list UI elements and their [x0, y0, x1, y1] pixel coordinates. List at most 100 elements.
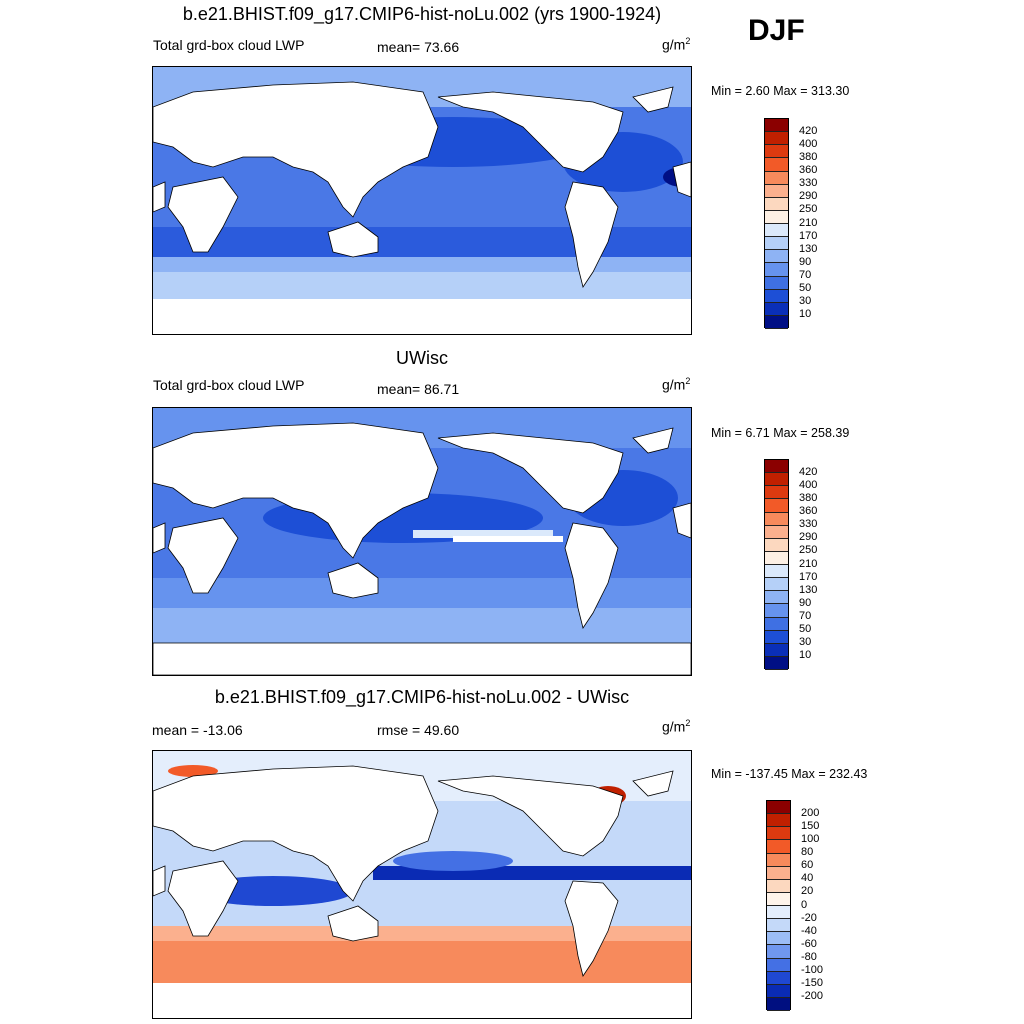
colorbar-swatch	[767, 906, 790, 920]
colorbar-swatch	[765, 591, 788, 605]
colorbar-swatch	[765, 119, 788, 133]
colorbar-swatch	[765, 578, 788, 592]
colorbar-swatch	[765, 525, 788, 539]
colorbar-swatch	[765, 617, 788, 631]
colorbar-tick-label: -20	[801, 911, 817, 924]
colorbar-swatch	[765, 197, 788, 211]
colorbar-swatch	[767, 840, 790, 854]
panel1-map	[152, 66, 692, 335]
colorbar-swatch	[765, 551, 788, 565]
colorbar-tick-label: -60	[801, 937, 817, 950]
colorbar-swatch	[765, 499, 788, 513]
panel2-colorbar: 420 400 380 360 330 290 250 210 170 130 90 70 50 30 10	[764, 459, 854, 670]
colorbar-swatch	[765, 302, 788, 316]
colorbar-tick-label: 130	[799, 242, 818, 255]
colorbar-tick-label: 0	[801, 898, 808, 911]
panel2-colorbar-swatches	[764, 459, 789, 670]
colorbar-tick-label: 80	[801, 846, 814, 858]
colorbar-tick-label: 60	[801, 859, 814, 872]
panel2-variable-label: Total grd-box cloud LWP	[153, 377, 305, 393]
colorbar-tick-label: 90	[799, 596, 812, 609]
colorbar-swatch	[767, 984, 790, 998]
colorbar-tick-label: 210	[799, 557, 818, 570]
colorbar-swatch	[767, 997, 790, 1011]
colorbar-tick-label: -150	[801, 977, 824, 990]
panel3-map	[152, 750, 692, 1019]
colorbar-tick-label: 250	[799, 203, 818, 216]
colorbar-tick-label: 10	[799, 649, 812, 662]
colorbar-swatch	[765, 158, 788, 172]
colorbar-swatch	[765, 289, 788, 303]
colorbar-swatch	[767, 971, 790, 985]
colorbar-swatch	[765, 210, 788, 224]
colorbar-tick-label: 30	[799, 636, 812, 649]
colorbar-tick-label: 380	[799, 491, 818, 504]
colorbar-swatch	[767, 814, 790, 828]
colorbar-swatch	[765, 250, 788, 264]
colorbar-tick-label: 420	[799, 465, 818, 478]
panel2-map	[152, 407, 692, 676]
colorbar-swatch	[767, 919, 790, 933]
colorbar-tick-label: 170	[799, 229, 818, 242]
colorbar-tick-label: 360	[799, 164, 818, 176]
colorbar-tick-label: 20	[801, 885, 814, 898]
panel2-minmax: Min = 6.71 Max = 258.39	[711, 426, 850, 440]
colorbar-tick-label: 50	[799, 282, 812, 295]
panel2-map-svg	[153, 408, 691, 675]
colorbar-tick-label: 130	[799, 583, 818, 596]
panel1-unit-label: g/m2	[662, 36, 691, 53]
colorbar-swatch	[765, 473, 788, 487]
colorbar-swatch	[765, 630, 788, 644]
colorbar-tick-label: 290	[799, 190, 818, 203]
panel1-colorbar-swatches	[764, 118, 789, 329]
colorbar-tick-label: 400	[799, 137, 818, 150]
colorbar-swatch	[765, 145, 788, 159]
panel1-variable-label: Total grd-box cloud LWP	[153, 37, 305, 53]
colorbar-swatch	[765, 315, 788, 329]
colorbar-tick-label: -100	[801, 964, 824, 977]
panel1-colorbar: 420 400 380 360 330 290 250 210 170 130 90 70 50 30 10	[764, 118, 854, 329]
colorbar-swatch	[765, 263, 788, 277]
colorbar-swatch	[765, 486, 788, 500]
colorbar-swatch	[767, 892, 790, 906]
colorbar-swatch	[767, 866, 790, 880]
colorbar-swatch	[767, 853, 790, 867]
panel1-map-svg	[153, 67, 691, 334]
colorbar-tick-label: 30	[799, 295, 812, 308]
colorbar-swatch	[765, 656, 788, 670]
colorbar-tick-label: 200	[801, 806, 820, 819]
panel2-unit-label: g/m2	[662, 376, 691, 393]
panel3-unit-label: g/m2	[662, 718, 691, 735]
colorbar-tick-label: 250	[799, 544, 818, 557]
colorbar-tick-label: 150	[801, 819, 820, 832]
colorbar-tick-label: 100	[801, 832, 820, 845]
season-label: DJF	[748, 14, 805, 47]
panel3-rmse-label: rmse = 49.60	[377, 722, 460, 738]
panel3-mean-label: mean = -13.06	[152, 722, 243, 738]
colorbar-tick-label: 400	[799, 478, 818, 491]
colorbar-tick-label: 330	[799, 177, 818, 190]
colorbar-tick-label: -40	[801, 924, 817, 937]
colorbar-tick-label: 90	[799, 255, 812, 268]
panel2-mean-label: mean= 86.71	[377, 381, 460, 397]
colorbar-tick-label: 290	[799, 531, 818, 544]
colorbar-tick-label: 10	[799, 308, 812, 321]
colorbar-tick-label: 70	[799, 610, 812, 622]
colorbar-swatch	[767, 827, 790, 841]
colorbar-swatch	[765, 237, 788, 251]
colorbar-tick-label: 170	[799, 570, 818, 583]
colorbar-tick-label: 50	[799, 623, 812, 636]
colorbar-tick-label: 210	[799, 216, 818, 229]
colorbar-swatch	[767, 958, 790, 972]
colorbar-swatch	[765, 224, 788, 238]
panel3-colorbar-swatches	[766, 800, 791, 1011]
panel1-minmax: Min = 2.60 Max = 313.30	[711, 84, 850, 98]
colorbar-tick-label: 380	[799, 150, 818, 163]
panel1-mean-label: mean= 73.66	[377, 39, 460, 55]
colorbar-tick-label: 40	[801, 872, 814, 885]
colorbar-swatch	[767, 945, 790, 959]
panel3-title: b.e21.BHIST.f09_g17.CMIP6-hist-noLu.002 …	[214, 687, 630, 707]
colorbar-swatch	[765, 460, 788, 474]
colorbar-tick-label: 330	[799, 518, 818, 531]
colorbar-swatch	[765, 565, 788, 579]
